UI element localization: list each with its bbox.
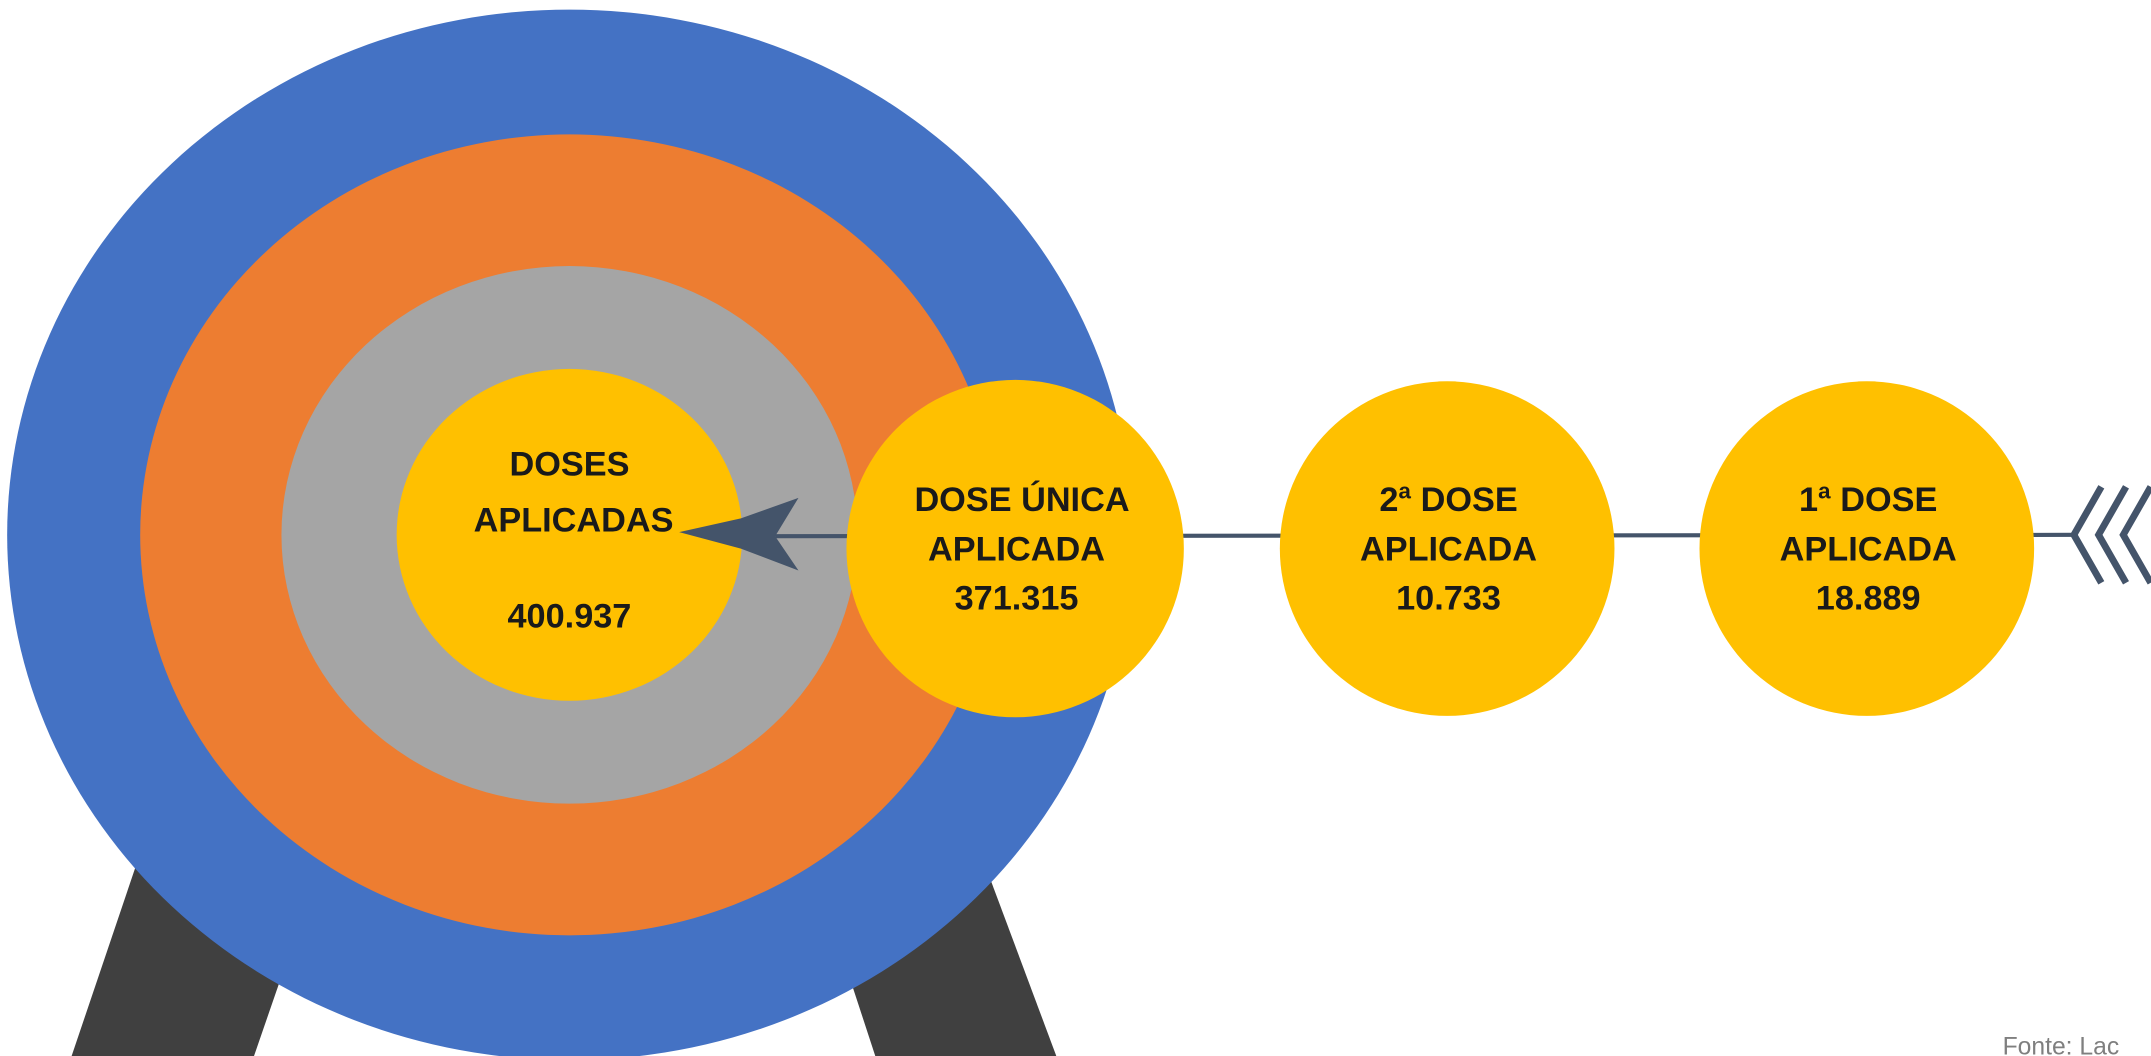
stage-value: 10.733: [1396, 580, 1501, 618]
stage-value: 371.315: [955, 580, 1079, 618]
stage-label: APLICADA: [1780, 530, 1957, 568]
target-label: DOSES: [509, 445, 629, 483]
stage-label: 2ª DOSE: [1379, 481, 1517, 519]
stage-label: 1ª DOSE: [1799, 481, 1937, 519]
stage-label: DOSE ÚNICA: [914, 479, 1129, 519]
stage-label: APLICADA: [928, 530, 1105, 568]
stage-value: 18.889: [1816, 580, 1921, 618]
page: {"target": {"lines": ["DOSES", "APLICADA…: [0, 0, 2151, 1056]
infographic: DOSES APLICADAS 400.937 DOSE ÚNICA APLIC…: [0, 0, 2151, 1056]
arrow-fletching: [2074, 487, 2151, 583]
source-note: Fonte: Lac: [2003, 1033, 2120, 1056]
target-label: APLICADAS: [474, 502, 674, 540]
target-value: 400.937: [508, 598, 632, 636]
stage-label: APLICADA: [1360, 530, 1537, 568]
